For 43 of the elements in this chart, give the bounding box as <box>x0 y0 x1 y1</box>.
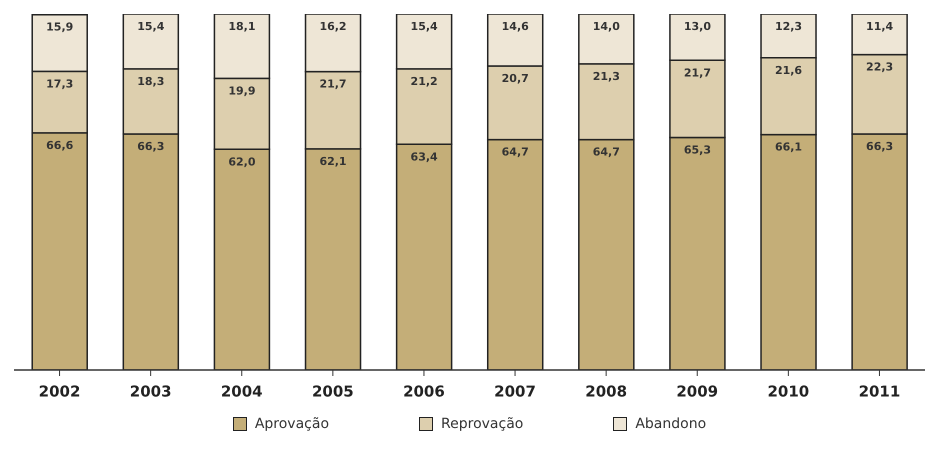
data-label: 19,9 <box>228 84 256 98</box>
x-tick-label: 2006 <box>403 382 445 401</box>
data-label: 21,7 <box>319 78 347 91</box>
data-label: 11,4 <box>866 20 894 33</box>
x-tick-label: 2009 <box>676 382 718 401</box>
x-tick-label: 2011 <box>858 382 900 401</box>
data-label: 66,3 <box>866 140 894 153</box>
x-tick-label: 2010 <box>767 382 810 401</box>
x-tick-label: 2008 <box>585 382 628 401</box>
legend-label: Abandono <box>634 416 706 432</box>
legend-label: Aprovação <box>254 416 330 432</box>
data-label: 21,2 <box>410 74 438 88</box>
data-label: 15,4 <box>410 20 438 33</box>
data-label: 13,0 <box>684 20 712 33</box>
x-tick-label: 2005 <box>312 382 354 401</box>
data-label: 64,7 <box>592 146 620 159</box>
data-label: 22,3 <box>866 60 894 74</box>
data-label: 18,3 <box>137 74 164 88</box>
data-label: 63,4 <box>410 150 438 164</box>
data-label: 62,0 <box>228 155 256 168</box>
data-label: 65,3 <box>684 144 711 157</box>
x-tick-label: 2003 <box>130 382 172 401</box>
x-tick-label: 2002 <box>38 382 80 401</box>
data-label: 62,1 <box>319 154 347 168</box>
data-label: 18,1 <box>228 20 256 33</box>
x-tick-label: 2004 <box>220 382 263 401</box>
data-label: 21,3 <box>592 70 620 83</box>
data-label: 64,7 <box>502 146 529 159</box>
x-tick-label: 2007 <box>494 382 536 401</box>
data-label: 15,4 <box>137 20 165 33</box>
data-label: 21,6 <box>774 64 802 77</box>
data-label: 12,3 <box>774 20 802 33</box>
legend-label: Reprovação <box>440 416 524 432</box>
data-label: 20,7 <box>502 72 529 85</box>
data-label: 66,3 <box>137 140 164 153</box>
data-label: 21,7 <box>684 66 711 80</box>
data-label: 66,1 <box>774 140 802 154</box>
data-label: 17,3 <box>46 77 74 90</box>
data-label: 66,6 <box>46 138 74 152</box>
data-label: 16,2 <box>319 20 347 33</box>
data-label: 14,0 <box>592 20 620 33</box>
data-label: 14,6 <box>502 20 530 33</box>
data-label: 15,9 <box>46 20 74 34</box>
